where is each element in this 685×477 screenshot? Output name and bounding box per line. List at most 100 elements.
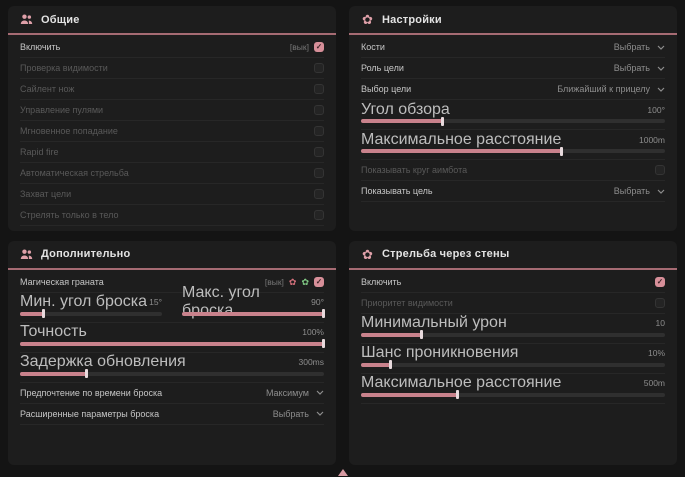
panel-title: Дополнительно: [41, 248, 131, 260]
users-icon: [20, 13, 33, 26]
slider-thumb[interactable]: [389, 360, 393, 369]
checkbox[interactable]: [314, 126, 324, 136]
fov-slider-track[interactable]: [361, 116, 665, 126]
chevron-down-icon: [657, 45, 665, 50]
panel-settings: ✿ Настройки Кости Выбрать Роль цели Выбр…: [349, 6, 677, 231]
green-flower-icon[interactable]: ✿: [301, 276, 309, 287]
dropdown-row-show-target: Показывать цель Выбрать: [361, 181, 665, 202]
toggle-label: Показывать круг аимбота: [361, 165, 468, 175]
dropdown-label: Расширенные параметры броска: [20, 408, 160, 419]
penetration-slider-track[interactable]: [361, 360, 665, 369]
slider-label: Точность: [20, 323, 87, 340]
slider-thumb[interactable]: [456, 390, 460, 399]
dropdown-label: Показывать цель: [361, 186, 433, 196]
throw-angle-sliders: Мин. угол броска 15° Макс. угол броска 9…: [20, 284, 325, 323]
checkbox[interactable]: [314, 84, 324, 94]
slider-label: Мин. угол броска: [20, 293, 148, 310]
toggle-row-show-aimbot-circle: Показывать круг аимбота: [361, 160, 665, 181]
slider-label: Максимальное расстояние: [361, 374, 562, 391]
slider-value: 100°: [647, 104, 665, 115]
slider-thumb[interactable]: [322, 309, 325, 318]
slider-thumb[interactable]: [322, 339, 325, 348]
bones-dropdown[interactable]: Выбрать: [614, 42, 665, 52]
panel-settings-header: ✿ Настройки: [349, 6, 677, 35]
checkbox[interactable]: [314, 63, 324, 73]
toggle-label: Стрелять только в тело: [20, 210, 119, 220]
checkbox[interactable]: [314, 147, 324, 157]
toggle-row-visibility-check: Проверка видимости: [20, 58, 324, 79]
min-throw-slider-track[interactable]: [20, 309, 162, 318]
flower-icon: ✿: [362, 12, 373, 27]
advanced-throw-dropdown[interactable]: Выбрать: [273, 409, 324, 419]
keybind-tag: [вык]: [289, 42, 309, 52]
update-delay-slider-track[interactable]: [20, 369, 324, 378]
checkbox[interactable]: [314, 210, 324, 220]
slider-thumb[interactable]: [441, 116, 445, 126]
toggle-row-silent-knife: Сайлент нож: [20, 79, 324, 100]
checkbox[interactable]: [655, 297, 665, 308]
pink-flower-icon[interactable]: ✿: [288, 276, 297, 287]
enable-checkbox[interactable]: ✓: [655, 276, 665, 287]
slider-thumb[interactable]: [559, 146, 563, 156]
enable-row: Включить [вык] ✓: [20, 37, 324, 58]
toggle-label: Проверка видимости: [20, 63, 108, 73]
checkbox[interactable]: [314, 168, 324, 178]
enable-label: Включить: [20, 42, 61, 52]
slider-row-accuracy: Точность 100%: [20, 323, 325, 353]
chevron-down-icon: [657, 66, 665, 71]
panel-wallshoot-header: ✿ Стрельба через стены: [349, 241, 677, 270]
enable-checkbox[interactable]: ✓: [314, 42, 324, 52]
panel-title: Стрельба через стены: [382, 248, 510, 260]
scroll-up-indicator[interactable]: [337, 469, 348, 476]
max-distance-slider-track[interactable]: [361, 146, 665, 156]
checkbox[interactable]: [655, 165, 665, 175]
slider-value: 500m: [643, 378, 665, 388]
toggle-label: Мгновенное попадание: [20, 126, 118, 136]
slider-row-max-distance: Максимальное расстояние 500m: [361, 374, 665, 404]
slider-value: 15°: [149, 297, 162, 307]
target-select-dropdown[interactable]: Ближайший к прицелу: [557, 84, 665, 94]
throw-time-dropdown[interactable]: Максимум: [266, 388, 324, 398]
toggle-row-visibility-priority: Приоритет видимости: [361, 293, 665, 314]
checkbox[interactable]: [314, 105, 324, 115]
slider-label: Задержка обновления: [20, 353, 186, 370]
magic-grenade-checkbox[interactable]: ✓: [314, 276, 324, 287]
target-role-dropdown[interactable]: Выбрать: [614, 63, 665, 73]
chevron-down-icon: [657, 189, 665, 194]
min-damage-slider-track[interactable]: [361, 330, 665, 339]
panel-title: Настройки: [382, 13, 442, 26]
toggle-row-bullet-control: Управление пулями: [20, 100, 324, 121]
toggle-label: Автоматическая стрельба: [20, 168, 129, 178]
panel-wallshoot: ✿ Стрельба через стены Включить ✓ Приори…: [349, 240, 677, 465]
checkbox[interactable]: [314, 189, 324, 199]
chevron-down-icon: [316, 390, 324, 395]
slider-row-penetration-chance: Шанс проникновения 10%: [361, 344, 665, 374]
slider-value: 10%: [647, 348, 665, 358]
accuracy-slider-track[interactable]: [20, 339, 325, 348]
wall-max-distance-slider-track[interactable]: [361, 390, 665, 399]
slider-label: Угол обзора: [361, 100, 450, 118]
slider-thumb[interactable]: [84, 369, 88, 378]
users-icon: [20, 248, 33, 261]
toggle-row-rapid-fire: Rapid fire: [20, 142, 324, 163]
panel-additional-header: Дополнительно: [8, 241, 336, 270]
chevron-down-icon: [316, 411, 324, 416]
toggle-label: Приоритет видимости: [361, 297, 453, 308]
dropdown-label: Предпочтение по времени броска: [20, 387, 163, 398]
dropdown-label: Роль цели: [361, 63, 404, 73]
enable-label: Включить: [361, 276, 402, 287]
slider-value: 300ms: [298, 357, 324, 367]
magic-grenade-label: Магическая граната: [20, 276, 104, 287]
dropdown-row-advanced-throw: Расширенные параметры броска Выбрать: [20, 404, 324, 425]
slider-value: 1000m: [639, 134, 665, 145]
slider-thumb[interactable]: [419, 330, 423, 339]
slider-thumb[interactable]: [42, 309, 46, 318]
panel-general: Общие Включить [вык] ✓ Проверка видимост…: [8, 6, 336, 231]
chevron-down-icon: [657, 87, 665, 92]
max-throw-slider-track[interactable]: [182, 309, 325, 318]
panel-title: Общие: [41, 13, 80, 26]
toggle-row-target-lock: Захват цели: [20, 184, 324, 205]
toggle-row-instant-hit: Мгновенное попадание: [20, 121, 324, 142]
show-target-dropdown[interactable]: Выбрать: [614, 186, 665, 196]
